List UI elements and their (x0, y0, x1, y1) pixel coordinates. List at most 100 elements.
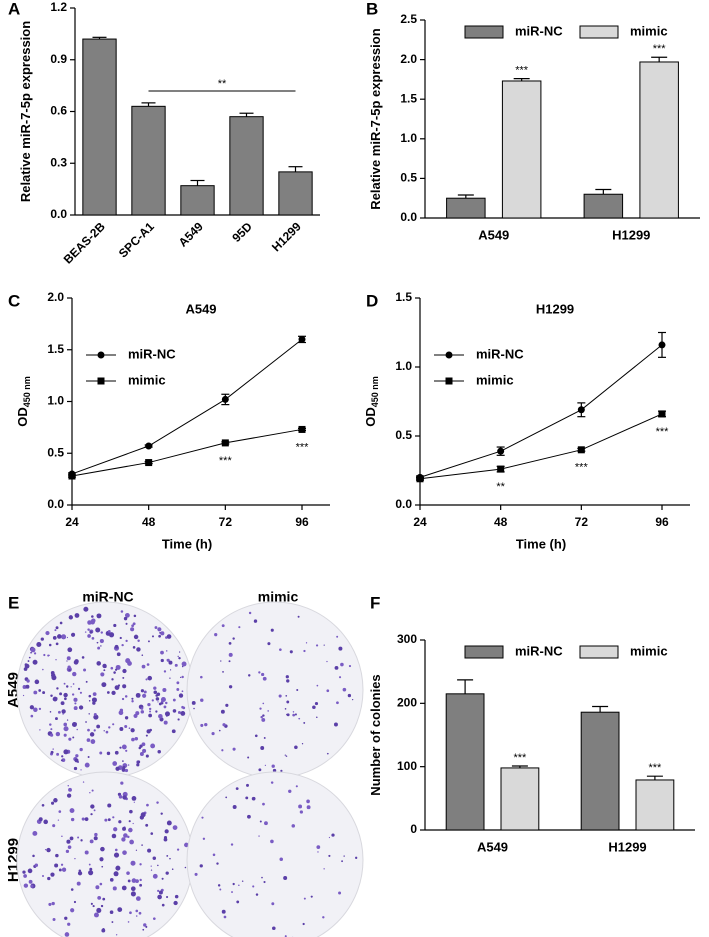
colony (139, 883, 143, 887)
colony (87, 728, 90, 732)
colony (102, 897, 106, 901)
colony (71, 721, 77, 727)
x-tick-label: 96 (295, 515, 309, 529)
colony (258, 768, 262, 772)
point (221, 439, 229, 447)
colony (74, 758, 79, 763)
colony (264, 764, 267, 767)
colony (200, 723, 204, 727)
colony (78, 705, 84, 710)
colony (152, 873, 158, 879)
colony (129, 809, 133, 814)
colony (123, 833, 128, 838)
colony (155, 697, 160, 701)
colony (294, 713, 297, 716)
colony (97, 646, 101, 650)
colony (176, 848, 180, 851)
colony (117, 907, 123, 912)
colony (235, 787, 239, 791)
colony (118, 820, 122, 824)
bar (639, 61, 679, 219)
colony (130, 886, 136, 891)
colony (63, 726, 69, 732)
colony (124, 716, 129, 720)
colony (181, 665, 184, 668)
colony (176, 681, 180, 685)
colony (328, 836, 331, 839)
y-tick-label: 1.5 (47, 342, 64, 356)
colony (146, 803, 149, 807)
colony (143, 690, 147, 694)
colony (89, 792, 91, 794)
colony (107, 803, 112, 808)
colony (328, 854, 331, 858)
colony (125, 613, 129, 617)
colony (34, 679, 40, 685)
colony (181, 661, 187, 667)
legend-label: mimic (630, 23, 668, 38)
colony (74, 659, 79, 664)
colony (306, 799, 310, 804)
colony (150, 743, 156, 749)
colony (152, 917, 156, 921)
colony (42, 668, 44, 671)
colony (55, 717, 58, 721)
colony (194, 872, 198, 876)
x-tick-label: BEAS-2B (61, 219, 108, 266)
colony (68, 787, 72, 792)
bar (229, 116, 264, 216)
colony (50, 694, 53, 697)
colony (315, 644, 319, 647)
colony (114, 685, 120, 690)
colony (252, 885, 255, 888)
colony (278, 694, 282, 698)
colony (93, 713, 97, 717)
colony (55, 626, 59, 630)
colony (78, 869, 82, 873)
colony (32, 659, 38, 665)
colony (61, 835, 63, 838)
colony (90, 619, 95, 625)
colony (113, 871, 119, 877)
colony (22, 684, 27, 689)
colony (336, 701, 339, 705)
colony (84, 631, 87, 633)
colony (86, 738, 91, 742)
x-tick-label: A549 (477, 839, 508, 854)
colony (200, 675, 203, 679)
colony (91, 615, 94, 618)
colony (292, 713, 296, 717)
panel-letter: C (8, 291, 20, 310)
colony (70, 888, 74, 891)
colony (261, 876, 263, 879)
colony (109, 910, 114, 914)
colony (29, 705, 35, 710)
colony (121, 697, 125, 701)
legend-swatch (464, 25, 504, 39)
colony (58, 810, 62, 813)
colony (241, 880, 244, 882)
colony (87, 628, 90, 631)
colony (53, 798, 58, 803)
colony (91, 697, 97, 703)
colony (129, 911, 132, 915)
colony (88, 863, 91, 866)
colony (61, 867, 67, 872)
colony (279, 857, 283, 862)
colony (342, 687, 347, 692)
colony (121, 885, 127, 891)
line (71, 428, 303, 477)
colony (126, 871, 130, 875)
colony (115, 865, 121, 871)
colony (52, 917, 56, 922)
colony (341, 860, 343, 863)
colony (291, 824, 296, 828)
colony (253, 619, 258, 623)
x-tick-label: 48 (142, 515, 156, 529)
colony (68, 737, 72, 741)
colony (347, 693, 352, 698)
colony (280, 769, 283, 772)
colony (135, 692, 141, 698)
colony (326, 689, 330, 693)
colony (270, 839, 274, 844)
